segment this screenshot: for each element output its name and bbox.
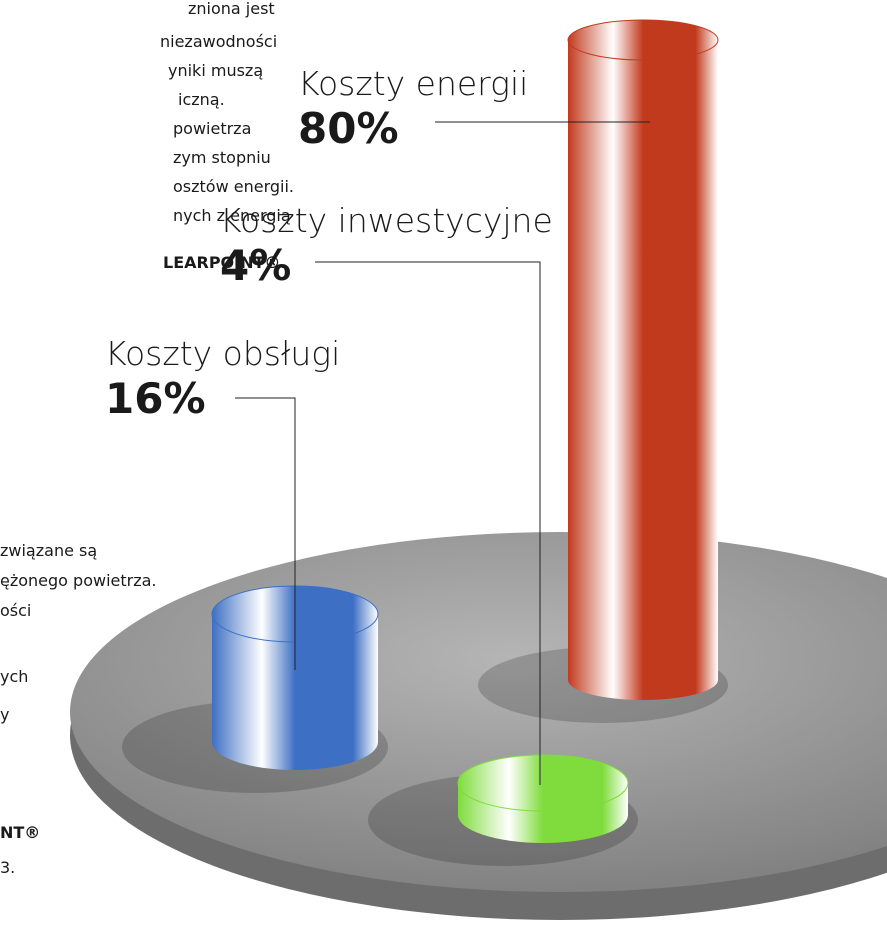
- text-fragment: zniona jest: [188, 0, 275, 18]
- leader-line: [315, 261, 541, 785]
- text-fragment: zym stopniu: [173, 148, 271, 167]
- text-fragment: 3.: [0, 858, 15, 877]
- text-fragment: NT®: [0, 823, 40, 842]
- text-fragment: iczną.: [178, 90, 225, 109]
- leader-line: [235, 397, 296, 670]
- cylinder-top: [457, 754, 629, 812]
- text-fragment: związane są: [0, 541, 97, 560]
- text-fragment: niezawodności: [160, 32, 277, 51]
- value-label: 4%: [220, 241, 291, 290]
- text-fragment: ych: [0, 667, 28, 686]
- category-label: Koszty inwestycyjne: [220, 201, 553, 240]
- cylinder: [212, 614, 378, 770]
- cylinder: [568, 40, 718, 700]
- category-label: Koszty obsługi: [105, 334, 340, 373]
- text-fragment: y: [0, 705, 9, 724]
- text-fragment: powietrza: [173, 119, 251, 138]
- text-fragment: nych z energią: [173, 206, 291, 225]
- text-fragment: ężonego powietrza.: [0, 571, 157, 590]
- text-fragment: yniki muszą: [168, 61, 263, 80]
- value-label: 80%: [298, 104, 399, 153]
- category-label: Koszty energii: [298, 64, 528, 103]
- text-fragment: ości: [0, 601, 31, 620]
- cylinder-top: [567, 19, 719, 61]
- value-label: 16%: [105, 374, 206, 423]
- text-fragment: LEARPOINT®.: [163, 253, 287, 272]
- text-fragment: osztów energii.: [173, 177, 294, 196]
